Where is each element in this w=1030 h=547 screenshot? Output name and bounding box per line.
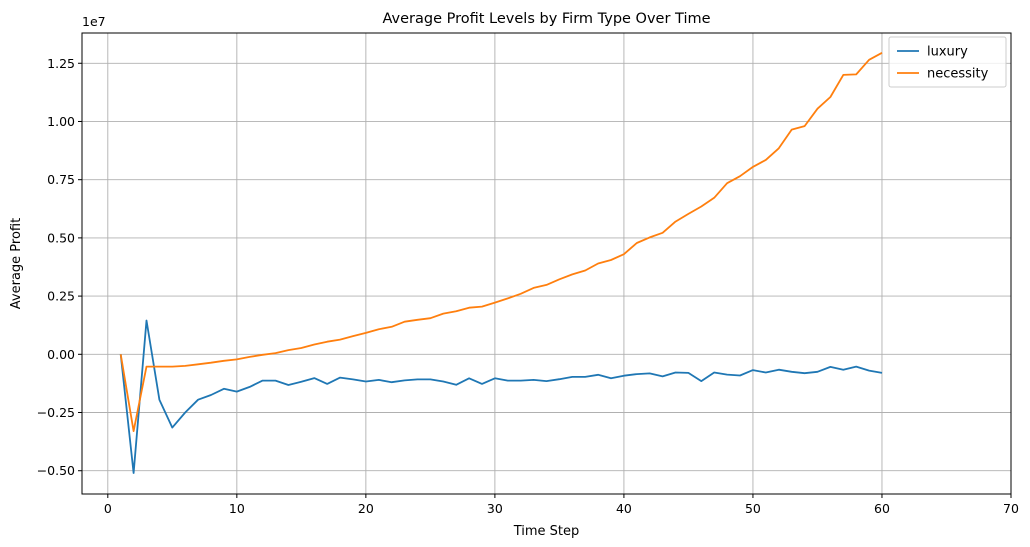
y-tick-label: −0.50	[37, 463, 75, 478]
x-tick-label: 40	[616, 501, 632, 516]
y-axis-label: Average Profit	[9, 218, 24, 309]
axis-ticks: 0 10 20 30 40 50 60 70 −0.50 −0.25 0.00 0.25 0.50 0.7…	[37, 56, 1019, 516]
x-tick-label: 10	[229, 501, 245, 516]
x-tick-label: 60	[874, 501, 890, 516]
series-lines	[119, 52, 883, 474]
x-tick-label: 70	[1003, 501, 1019, 516]
series-line-necessity	[119, 52, 883, 433]
y-tick-label: 0.75	[47, 172, 75, 187]
y-tick-label: −0.25	[37, 405, 75, 420]
y-tick-label: 1.00	[47, 114, 75, 129]
grid-lines	[82, 33, 1012, 494]
series-line-luxury	[119, 319, 883, 474]
x-tick-label: 0	[104, 501, 112, 516]
plot-frame	[81, 32, 1012, 495]
x-tick-label: 20	[358, 501, 374, 516]
legend-box	[888, 36, 1007, 88]
y-tick-label: 0.50	[47, 230, 75, 245]
legend-label-luxury: luxury	[927, 45, 968, 60]
chart-title: Average Profit Levels by Firm Type Over …	[382, 11, 710, 27]
legend: luxury necessity	[888, 36, 1007, 88]
y-tick-label: 1.25	[47, 56, 75, 71]
y-tick-label: 0.25	[47, 289, 75, 304]
x-tick-label: 50	[745, 501, 761, 516]
legend-label-necessity: necessity	[927, 67, 989, 82]
x-axis-label: Time Step	[513, 524, 580, 539]
y-axis-offset-label: 1e7	[82, 14, 106, 29]
y-tick-label: 0.00	[47, 347, 75, 362]
x-tick-label: 30	[487, 501, 503, 516]
